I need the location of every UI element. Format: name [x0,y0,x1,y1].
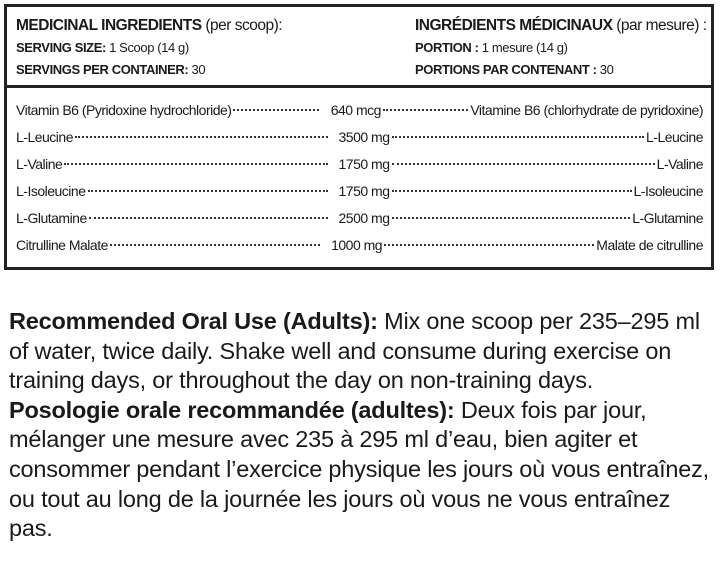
servings-value: 30 [188,62,206,77]
ingredient-row: Citrulline Malate 1000 mg Malate de citrul… [16,232,704,259]
directions-en-text: Mix one scoop per 235–295 ml of water, t… [9,308,700,394]
dot-leader [391,136,644,138]
ingredient-amount: 1750 mg [338,183,390,199]
ingredient-name-en: L-Leucine [16,129,74,145]
dot-leader [391,217,631,219]
dot-leader [87,190,328,192]
serving-size-label: SERVING SIZE: [16,40,106,55]
dot-leader [391,163,655,165]
dot-leader [109,244,321,246]
ingredient-name-fr: L-Glutamine [632,210,703,226]
portions-value: 30 [596,62,614,77]
ingredient-amount: 1750 mg [338,156,390,172]
english-header: MEDICINAL INGREDIENTS (per scoop): SERVI… [16,15,283,81]
dot-leader [382,109,469,111]
ingredient-list: Vitamin B6 (Pyridoxine hydrochloride) 640… [16,97,704,259]
ingredient-name-fr: L-Isoleucine [633,183,704,199]
ingredient-amount: 2500 mg [338,210,390,226]
dot-leader [88,217,328,219]
title-en-suffix: (per scoop): [201,17,283,34]
ingredient-row: L-Isoleucine 1750 mg L-Isoleucine [16,178,703,205]
directions: Recommended Oral Use (Adults): Mix one s… [9,307,714,544]
ingredient-name-en: Vitamin B6 (Pyridoxine hydrochloride) [16,102,232,118]
ingredient-name-en: L-Isoleucine [16,183,86,199]
ingredient-amount: 3500 mg [338,129,390,145]
portion-label: PORTION : [415,40,479,55]
ingredient-name-fr: L-Leucine [646,129,704,145]
ingredient-name-fr: L-Valine [656,156,704,172]
dot-leader [233,109,319,111]
directions-fr-text: Deux fois par jour, mélanger une mesure … [9,396,710,542]
portions-label: PORTIONS PAR CONTENANT : [415,62,597,77]
serving-size-value: 1 Scoop (14 g) [105,40,189,55]
directions-fr: Posologie orale recommandée (adultes): D… [9,396,714,544]
dot-leader [75,136,328,138]
directions-en-heading: Recommended Oral Use (Adults): [9,308,378,334]
ingredient-name-en: L-Glutamine [16,210,87,226]
ingredients-panel: MEDICINAL INGREDIENTS (per scoop): SERVI… [4,4,714,270]
title-en: MEDICINAL INGREDIENTS [16,17,202,34]
ingredient-row: L-Valine 1750 mg L-Valine [16,151,704,178]
directions-fr-heading: Posologie orale recommandée (adultes): [9,396,455,423]
ingredient-row: L-Glutamine 2500 mg L-Glutamine [16,205,703,232]
ingredient-name-fr: Malate de citrulline [596,237,704,253]
ingredient-row: Vitamin B6 (Pyridoxine hydrochloride) 640… [16,97,703,124]
dot-leader [384,244,595,246]
ingredient-row: L-Leucine 3500 mg L-Leucine [16,124,704,151]
dot-leader [64,163,328,165]
ingredient-name-en: Citrulline Malate [16,237,108,253]
french-header: INGRÉDIENTS MÉDICINAUX (par mesure) : PO… [415,15,707,81]
ingredient-amount: 1000 mg [331,237,383,253]
ingredient-name-en: L-Valine [16,156,63,172]
directions-en: Recommended Oral Use (Adults): Mix one s… [9,307,714,396]
servings-label: SERVINGS PER CONTAINER: [16,62,189,77]
ingredient-name-fr: Vitamine B6 (chlorhydrate de pyridoxine) [470,102,703,118]
title-fr-suffix: (par mesure) : [612,17,707,34]
panel-header: MEDICINAL INGREDIENTS (per scoop): SERVI… [7,7,711,88]
ingredient-amount: 640 mcg [330,102,382,118]
portion-value: 1 mesure (14 g) [478,40,568,55]
title-fr: INGRÉDIENTS MÉDICINAUX [415,17,613,34]
dot-leader [391,190,632,192]
